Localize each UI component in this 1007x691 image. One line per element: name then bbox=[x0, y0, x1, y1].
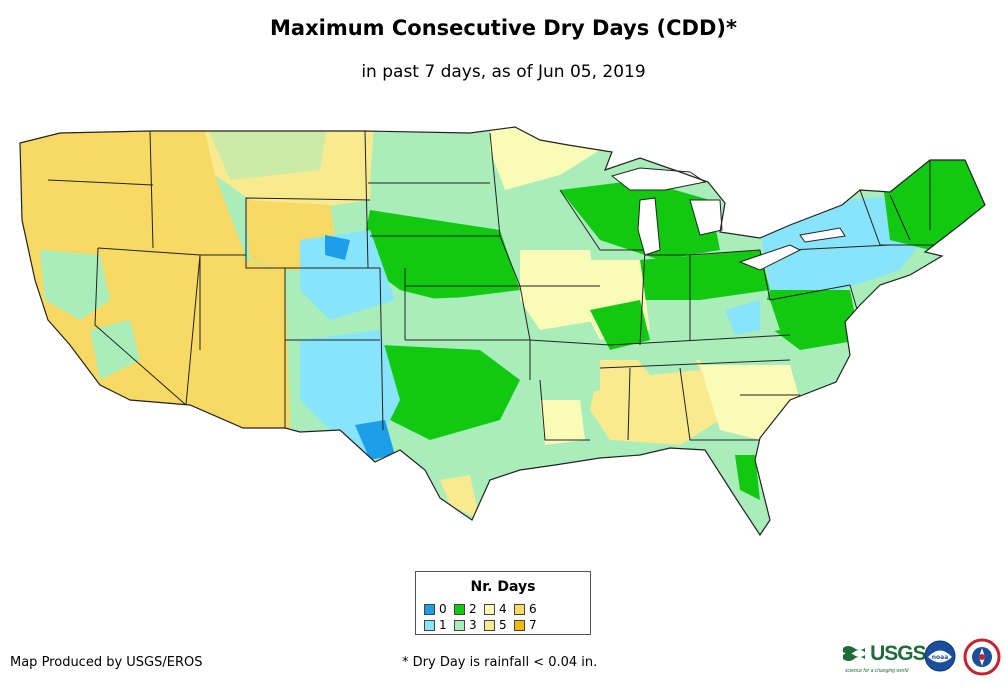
legend-item-0: 0 bbox=[424, 603, 447, 615]
legend-swatch bbox=[454, 604, 465, 615]
legend-label: 4 bbox=[499, 602, 507, 616]
legend-item-5: 5 bbox=[484, 619, 507, 631]
legend-label: 5 bbox=[499, 618, 507, 632]
legend-swatch bbox=[514, 620, 525, 631]
legend-label: 2 bbox=[469, 602, 477, 616]
legend-label: 3 bbox=[469, 618, 477, 632]
dry-day-footnote: * Dry Day is rainfall < 0.04 in. bbox=[402, 655, 598, 670]
legend-swatch bbox=[454, 620, 465, 631]
legend-swatch bbox=[424, 620, 435, 631]
map-subtitle: in past 7 days, as of Jun 05, 2019 bbox=[361, 62, 646, 82]
legend-label: 6 bbox=[529, 602, 537, 616]
legend-swatch bbox=[424, 604, 435, 615]
legend-swatch bbox=[484, 604, 495, 615]
legend-swatch bbox=[484, 620, 495, 631]
legend-item-2: 2 bbox=[454, 603, 477, 615]
noaa-logo: noaa bbox=[924, 640, 956, 672]
map-legend: Nr. Days 0 1 2 3 4 5 6 7 bbox=[415, 571, 591, 635]
legend-label: 1 bbox=[439, 618, 447, 632]
map-credit: Map Produced by USGS/EROS bbox=[10, 655, 203, 670]
legend-item-7: 7 bbox=[514, 619, 537, 631]
legend-item-4: 4 bbox=[484, 603, 507, 615]
usgs-logo: USGS bbox=[843, 642, 927, 668]
map-title: Maximum Consecutive Dry Days (CDD)* bbox=[270, 16, 737, 40]
legend-swatch bbox=[514, 604, 525, 615]
usgs-wave-icon bbox=[843, 646, 865, 661]
usgs-tagline: science for a changing world bbox=[845, 668, 909, 674]
legend-label: 7 bbox=[529, 618, 537, 632]
noaa-wordmark: noaa bbox=[932, 654, 949, 661]
legend-label: 0 bbox=[439, 602, 447, 616]
usgs-wordmark: USGS bbox=[870, 642, 927, 665]
nws-logo bbox=[963, 638, 1001, 676]
us-dry-days-map bbox=[19, 126, 986, 536]
legend-title: Nr. Days bbox=[470, 579, 536, 595]
legend-item-1: 1 bbox=[424, 619, 447, 631]
legend-item-3: 3 bbox=[454, 619, 477, 631]
legend-item-6: 6 bbox=[514, 603, 537, 615]
